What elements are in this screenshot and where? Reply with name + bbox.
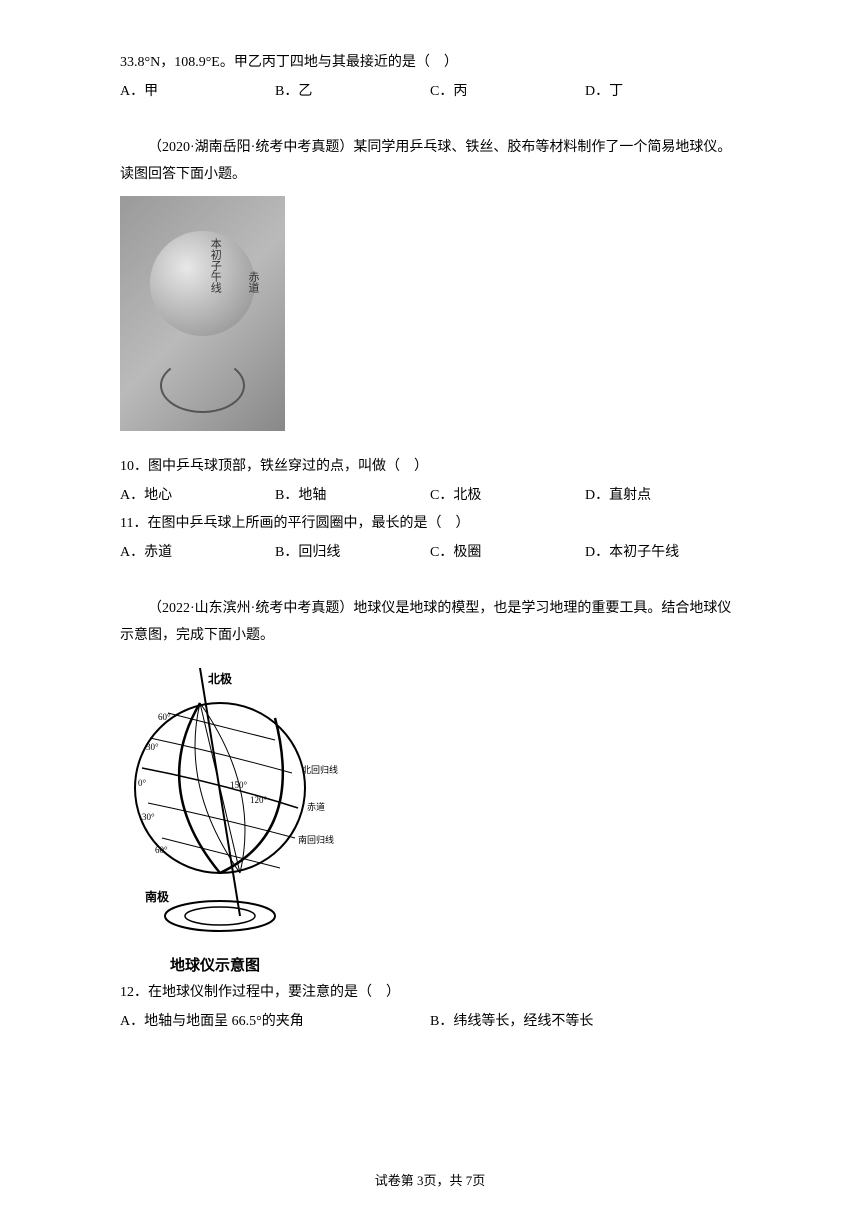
- svg-text:南回归线: 南回归线: [298, 834, 334, 845]
- q10-stem: 10．图中乒乓球顶部，铁丝穿过的点，叫做（ ）: [120, 454, 740, 481]
- option-a: A．地心: [120, 483, 275, 510]
- option-a: A．地轴与地面呈 66.5°的夹角: [120, 1009, 430, 1036]
- q12-options-row: A．地轴与地面呈 66.5°的夹角 B．纬线等长，经线不等长: [120, 1009, 740, 1036]
- option-c: C．极圈: [430, 540, 585, 567]
- q11-options: A．赤道 B．回归线 C．极圈 D．本初子午线: [120, 540, 740, 567]
- option-b: B．乙: [275, 79, 430, 106]
- option-b: B．纬线等长，经线不等长: [430, 1009, 740, 1036]
- option-d: D．丁: [585, 79, 740, 106]
- option-b: B．回归线: [275, 540, 430, 567]
- svg-text:赤道: 赤道: [307, 801, 325, 812]
- globe-diagram-caption: 地球仪示意图: [170, 952, 740, 981]
- svg-text:120°: 120°: [250, 795, 268, 805]
- svg-text:南极: 南极: [145, 889, 170, 904]
- option-d: D．直射点: [585, 483, 740, 510]
- svg-text:60°: 60°: [155, 845, 168, 855]
- block1-intro: （2020·湖南岳阳·统考中考真题）某同学用乒乓球、铁丝、胶布等材料制作了一个简…: [120, 135, 740, 188]
- globe-photo: 本初子午线 赤道: [120, 196, 285, 431]
- option-c: C．丙: [430, 79, 585, 106]
- svg-text:30°: 30°: [142, 812, 155, 822]
- svg-text:60°: 60°: [158, 712, 171, 722]
- q10-options: A．地心 B．地轴 C．北极 D．直射点: [120, 483, 740, 510]
- option-c: C．北极: [430, 483, 585, 510]
- q-prev-coords: 33.8°N，108.9°E。甲乙丙丁四地与其最接近的是（ ）: [120, 50, 740, 77]
- svg-text:0°: 0°: [138, 778, 147, 788]
- globe-photo-figure: 本初子午线 赤道: [120, 196, 740, 442]
- option-a: A．赤道: [120, 540, 275, 567]
- block2-intro: （2022·山东滨州·统考中考真题）地球仪是地球的模型，也是学习地理的重要工具。…: [120, 596, 740, 649]
- prime-meridian-label: 本初子午线: [208, 238, 221, 293]
- svg-text:30°: 30°: [146, 742, 159, 752]
- option-a: A．甲: [120, 79, 275, 106]
- globe-diagram-figure: 北极 南极 60° 30° 0° 30° 60° 150° 120° 北回归线 …: [120, 658, 350, 948]
- svg-text:北回归线: 北回归线: [302, 764, 338, 775]
- q12-stem: 12．在地球仪制作过程中，要注意的是（ ）: [120, 980, 740, 1007]
- equator-label: 赤道: [242, 271, 263, 293]
- page-footer: 试卷第 3页，共 7页: [0, 1169, 860, 1194]
- option-b: B．地轴: [275, 483, 430, 510]
- option-d: D．本初子午线: [585, 540, 740, 567]
- globe-diagram-svg: 北极 南极 60° 30° 0° 30° 60° 150° 120° 北回归线 …: [120, 658, 350, 948]
- q-prev-options: A．甲 B．乙 C．丙 D．丁: [120, 79, 740, 106]
- globe-stand: [160, 358, 245, 413]
- q11-stem: 11．在图中乒乓球上所画的平行圆圈中，最长的是（ ）: [120, 511, 740, 538]
- svg-text:北极: 北极: [208, 671, 233, 686]
- svg-text:150°: 150°: [230, 780, 248, 790]
